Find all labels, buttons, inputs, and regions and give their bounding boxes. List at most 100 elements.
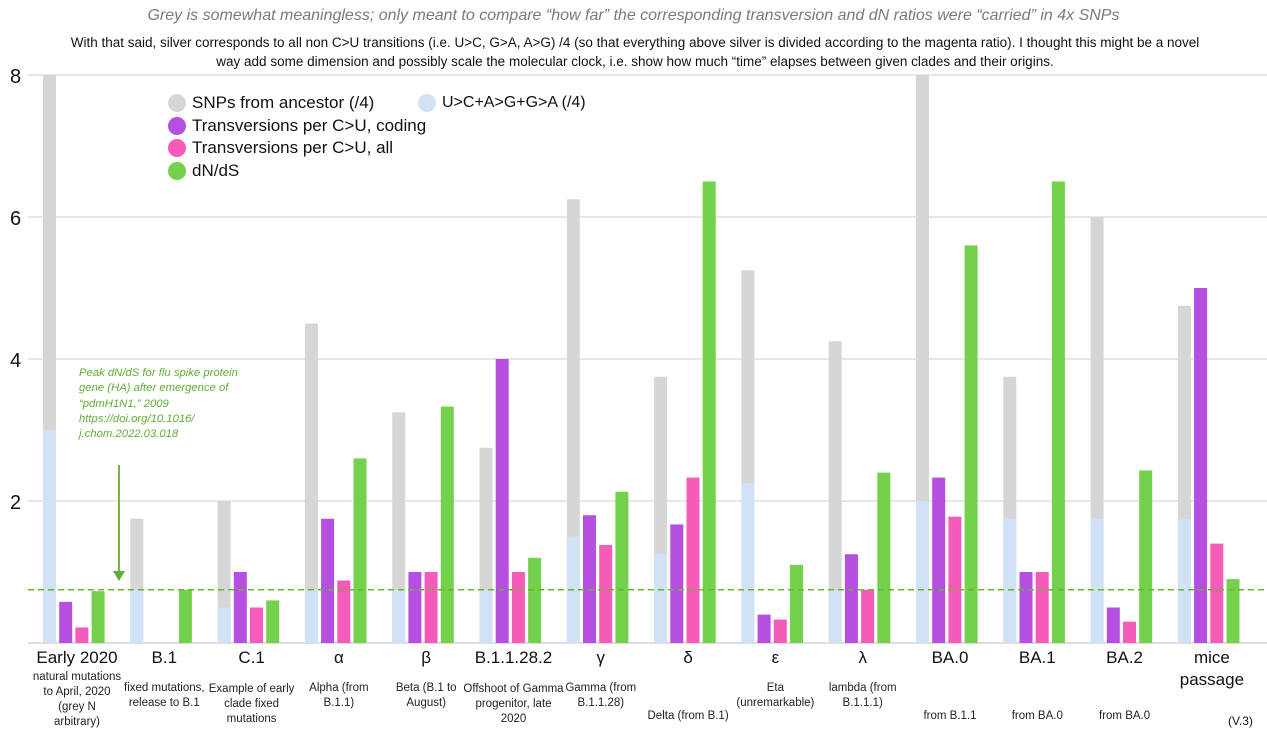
- bar-coding: [59, 601, 73, 643]
- bar-all: [1123, 621, 1136, 643]
- legend: SNPs from ancestor (/4) Transversions pe…: [168, 92, 426, 182]
- bar-all: [948, 516, 962, 643]
- bar-silver: [741, 483, 755, 643]
- bar-all: [75, 627, 89, 643]
- bar-coding: [1194, 288, 1208, 643]
- bar-all: [773, 619, 787, 643]
- x-sublabel-line: (grey N: [58, 701, 96, 713]
- x-sublabel-line: (unremarkable): [736, 697, 814, 709]
- bar-coding: [1106, 607, 1120, 643]
- x-sublabel-line: Offshoot of Gamma: [463, 683, 564, 695]
- bar-dnds: [528, 557, 542, 643]
- x-sublabel-line: fixed mutations,: [124, 682, 205, 694]
- bar-coding: [932, 477, 946, 643]
- legend-swatch-all: [168, 139, 186, 158]
- bar-snps: [304, 323, 318, 643]
- bar-coding: [844, 554, 858, 643]
- bar-all: [599, 545, 613, 643]
- bar-dnds: [790, 564, 803, 643]
- x-sublabel-line: to April, 2020: [43, 686, 110, 698]
- bar-coding: [495, 359, 509, 643]
- x-tick-label: mice: [1194, 648, 1230, 667]
- legend-label-silver: U>C+A>G+G>A (/4): [442, 94, 586, 112]
- bar-all: [686, 477, 700, 643]
- bar-silver: [392, 589, 406, 643]
- bar-coding: [1019, 572, 1033, 643]
- x-sublabel-line: mutations: [227, 713, 277, 725]
- x-tick-label: ε: [772, 648, 780, 667]
- annotation-arrow-head: [113, 571, 125, 581]
- x-sublabel-line: progenitor, late: [475, 698, 551, 710]
- bar-dnds: [440, 406, 454, 643]
- y-tick-label: 4: [10, 350, 21, 372]
- annotation-arrow: [113, 465, 125, 581]
- bar-snps: [392, 412, 406, 643]
- y-tick-label: 6: [10, 208, 21, 230]
- x-tick-label: γ: [597, 648, 606, 667]
- bar-all: [337, 580, 351, 643]
- legend-label-all: Transversions per C>U, all: [192, 138, 394, 158]
- bars: [43, 75, 1240, 643]
- bar-dnds: [964, 245, 978, 643]
- x-sublabel-line: 2020: [501, 713, 527, 725]
- x-sublabel-line: release to B.1: [129, 697, 200, 709]
- x-sublabel-line: B.1.1): [324, 697, 355, 709]
- bar-dnds: [877, 472, 891, 643]
- bar-coding: [321, 518, 335, 643]
- bar-dnds: [1051, 181, 1065, 643]
- chart-subtitle: With that said, silver corresponds to al…: [70, 35, 1200, 69]
- bar-dnds: [266, 600, 280, 643]
- x-sublabel-line: Beta (B.1 to: [396, 682, 457, 694]
- bar-coding: [670, 524, 684, 643]
- x-sublabel-line: Gamma (from: [565, 682, 636, 694]
- x-tick-label: α: [334, 648, 344, 667]
- bar-silver: [43, 430, 56, 643]
- legend-label-coding: Transversions per C>U, coding: [192, 115, 427, 135]
- y-axis-ticks: 2 4 6 8: [10, 66, 21, 514]
- bar-all: [1035, 572, 1049, 643]
- legend-swatch-coding: [168, 116, 186, 135]
- bar-snps: [828, 341, 842, 643]
- x-axis-labels: Early 2020 natural mutations to April, 202…: [33, 648, 1244, 728]
- bar-silver: [828, 589, 842, 643]
- x-tick-label: λ: [858, 648, 867, 667]
- x-sublabel-line: lambda (from: [829, 682, 897, 694]
- legend-label-snps: SNPs from ancestor (/4): [192, 93, 375, 113]
- bar-coding: [233, 572, 247, 643]
- x-sublabel-line: from B.1.1: [923, 710, 976, 722]
- bar-silver: [1090, 518, 1104, 643]
- x-tick-label: δ: [683, 648, 692, 667]
- bar-coding: [583, 515, 596, 643]
- x-sublabel-line: August): [406, 697, 446, 709]
- bar-dnds: [1226, 579, 1240, 643]
- x-sublabel-line: from BA.0: [1012, 710, 1063, 722]
- bar-dnds: [91, 591, 105, 643]
- x-tick-label: BA.0: [932, 648, 969, 667]
- legend-swatch-snps: [168, 94, 186, 113]
- x-sublabel-line: natural mutations: [33, 671, 121, 683]
- x-tick-label: Early 2020: [36, 648, 117, 667]
- x-tick-label: B.1: [152, 648, 178, 667]
- x-tick-label: C.1: [238, 648, 264, 667]
- x-sublabel-line: Alpha (from: [309, 682, 368, 694]
- x-tick-label: β: [421, 648, 431, 667]
- bar-coding: [408, 572, 422, 643]
- bar-all: [1210, 543, 1224, 643]
- x-sublabel-line: B.1.1.28): [577, 697, 624, 709]
- bar-snps: [566, 199, 580, 643]
- bar-dnds: [178, 589, 192, 643]
- x-sublabel-line: Eta: [767, 682, 785, 694]
- bar-all: [250, 607, 263, 643]
- x-tick-label: B.1.1.28.2: [475, 648, 553, 667]
- bar-dnds: [353, 458, 367, 643]
- bar-dnds: [615, 491, 629, 643]
- legend-item-silver: U>C+A>G+G>A (/4): [418, 92, 586, 115]
- bar-silver: [130, 589, 144, 643]
- bar-coding: [757, 614, 771, 643]
- legend-swatch-silver: [418, 94, 436, 113]
- legend-item-dnds: dN/dS: [168, 160, 426, 183]
- bar-dnds: [1139, 470, 1153, 643]
- chart-title: Grey is somewhat meaningless; only meant…: [147, 7, 1120, 24]
- bar-all: [511, 572, 525, 643]
